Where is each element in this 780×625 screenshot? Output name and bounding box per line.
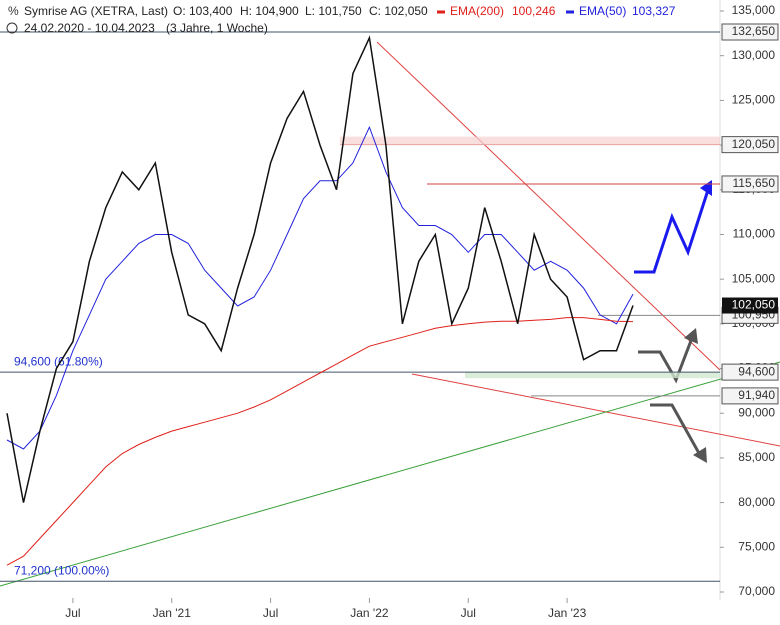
arrow-head <box>684 328 698 344</box>
y-tick-label: 75,000 <box>738 539 775 553</box>
fib-label: 94,600 (61.80%) <box>14 354 103 368</box>
x-tick-label: Jul <box>65 606 80 620</box>
x-tick-label: Jan '23 <box>548 606 587 620</box>
x-tick-label: Jan '21 <box>153 606 192 620</box>
legend-value: 103,327 <box>632 4 676 18</box>
scenario-arrow <box>650 403 702 456</box>
icon: % <box>8 4 19 18</box>
legend-value: 100,246 <box>512 4 556 18</box>
y-tick-label: 85,000 <box>738 450 775 464</box>
level-label: 91,940 <box>738 388 775 402</box>
close: C: 102,050 <box>369 4 428 18</box>
period-note: (3 Jahre, 1 Woche) <box>166 21 268 35</box>
x-tick-label: Jul <box>461 606 476 620</box>
high: H: 104,900 <box>240 4 299 18</box>
trend-line <box>411 373 780 447</box>
level-box <box>721 23 779 41</box>
y-tick-label: 90,000 <box>738 405 775 419</box>
clock-icon <box>6 22 18 34</box>
level-label: 94,600 <box>738 364 775 378</box>
period: 24.02.2020 - 10.04.2023 <box>24 21 155 35</box>
level-label: 132,650 <box>732 24 776 38</box>
y-tick-label: 105,000 <box>732 271 776 285</box>
y-tick-label: 125,000 <box>732 93 776 107</box>
fib-label: 71,200 (100.00%) <box>14 563 109 577</box>
low: L: 101,750 <box>305 4 362 18</box>
last-price-label: 102,050 <box>732 298 776 312</box>
level-band <box>465 372 720 379</box>
level-box <box>721 175 779 193</box>
scenario-arrow <box>634 189 710 274</box>
level-box <box>721 136 779 154</box>
y-tick-label: 110,000 <box>733 227 776 241</box>
y-tick-label: 80,000 <box>738 495 775 509</box>
open: O: 103,400 <box>173 4 233 18</box>
price-line <box>6 35 634 503</box>
level-box <box>721 363 779 381</box>
trend-line <box>0 361 780 587</box>
x-tick-label: Jan '22 <box>350 606 389 620</box>
y-tick-label: 70,000 <box>738 584 775 598</box>
last-price-box <box>722 297 778 314</box>
level-box <box>721 387 779 405</box>
level-label: 115,650 <box>733 176 776 190</box>
level-band <box>340 136 720 145</box>
legend-label: EMA(200) <box>450 4 504 18</box>
legend-label: EMA(50) <box>579 4 626 18</box>
scenario-arrow <box>638 337 694 384</box>
y-tick-label: 135,000 <box>732 3 776 17</box>
title: Symrise AG (XETRA, Last) <box>24 4 168 18</box>
x-tick-label: Jul <box>263 606 278 620</box>
arrow-head <box>693 447 707 463</box>
level-label: 120,050 <box>732 137 776 151</box>
y-tick-label: 130,000 <box>732 48 776 62</box>
ema-line <box>6 317 634 566</box>
